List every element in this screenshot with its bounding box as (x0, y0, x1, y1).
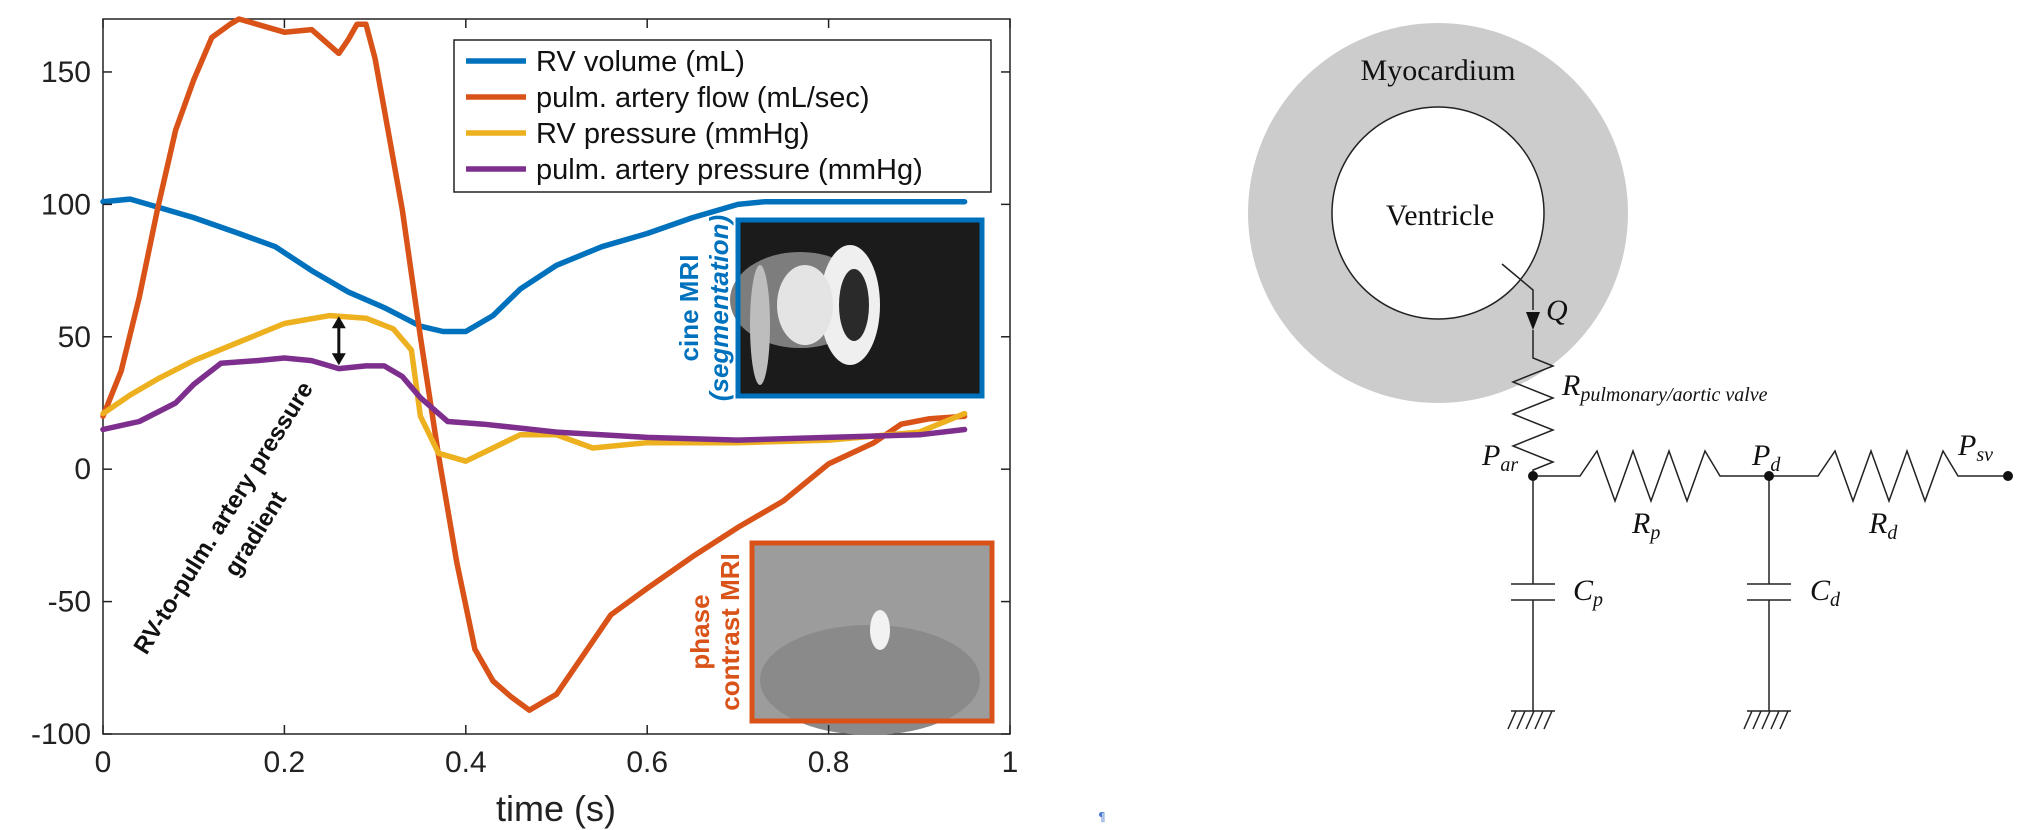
ventricle-label: Ventricle (1386, 199, 1494, 232)
y-tick-label: -100 (31, 718, 91, 751)
series-line-1 (100, 16, 968, 713)
y-tick-label: 50 (58, 321, 91, 354)
y-tick-label: 0 (74, 453, 91, 486)
phase-contrast-label-line2: contrast MRI (715, 553, 745, 710)
node-label-pd: Pd (1751, 439, 1781, 476)
pressure-flow-chart: cine MRI (segmentation)phase contrast MRI … (31, 16, 1018, 829)
node-psv-dot (2003, 471, 2013, 481)
cine-mri-label: cine MRI (674, 255, 704, 362)
x-tick-label: 0.8 (808, 746, 850, 779)
valve-resistor-label: Rpulmonary/aortic valve (1561, 369, 1768, 406)
gradient-arrow-head-top (331, 316, 346, 329)
cine-mri-border (735, 217, 985, 399)
cine-mri-lv-wall (839, 269, 869, 341)
x-tick-label: 1 (1002, 746, 1019, 779)
x-tick-label: 0.6 (626, 746, 668, 779)
x-axis-label: time (s) (496, 788, 616, 829)
x-tick-label: 0 (95, 746, 112, 779)
resistor-label-rd: Rd (1868, 507, 1898, 544)
paragraph-mark: ¶ (1098, 810, 1106, 824)
mri-insets: cine MRI (segmentation) phase contrast MRI (674, 215, 995, 735)
series-lines (100, 16, 968, 713)
series-line-0 (100, 196, 968, 335)
legend-box (453, 39, 992, 193)
myocardium-label: Myocardium (1361, 54, 1516, 87)
node-par-dot (1528, 471, 1538, 481)
phase-contrast-noise (760, 625, 980, 735)
phase-contrast-label: phase (685, 594, 715, 669)
legend: RV volume (mL) pulm. artery flow (mL/sec)… (453, 39, 992, 193)
cine-mri-segmentation-label: (segmentation) (704, 215, 734, 401)
windkessel-circuit-diagram: Myocardium Ventricle Q Rpulmonary/aortic… (1248, 23, 2013, 730)
resistor-label-rp: Rp (1631, 507, 1660, 544)
x-tick-label: 0.2 (264, 746, 306, 779)
node-pd-dot (1764, 471, 1774, 481)
flow-label: Q (1546, 294, 1568, 327)
cine-mri-chest-wall (750, 265, 770, 385)
phase-contrast-border (749, 540, 995, 724)
series-line-3 (100, 355, 968, 443)
cine-mri-rv (777, 265, 833, 345)
capacitor-label-cd: Cd (1810, 574, 1841, 611)
flow-arrow (1501, 263, 1540, 330)
y-tick-label: 100 (41, 188, 91, 221)
ventricle-chamber (1331, 106, 1545, 320)
circuit-wires (1507, 330, 2008, 730)
legend-entry-0: RV volume (mL) (536, 46, 745, 78)
phase-contrast-jet (870, 610, 890, 650)
gradient-arrow-head-bottom (331, 353, 346, 366)
x-tick-label: 0.4 (445, 746, 487, 779)
capacitor-label-cp: Cp (1573, 574, 1603, 611)
series-line-2 (100, 312, 968, 464)
node-label-par: Par (1481, 439, 1518, 476)
axis-ticks: 0 0.2 0.4 0.6 0.8 1 -100 -50 0 50 100 150 (31, 19, 1018, 779)
node-label-psv: Psv (1957, 429, 1993, 466)
y-tick-label: -50 (48, 586, 91, 619)
legend-entry-3: pulm. artery pressure (mmHg) (536, 154, 923, 186)
y-tick-label: 150 (41, 56, 91, 89)
legend-entry-1: pulm. artery flow (mL/sec) (536, 82, 870, 114)
legend-entry-2: RV pressure (mmHg) (536, 118, 809, 150)
